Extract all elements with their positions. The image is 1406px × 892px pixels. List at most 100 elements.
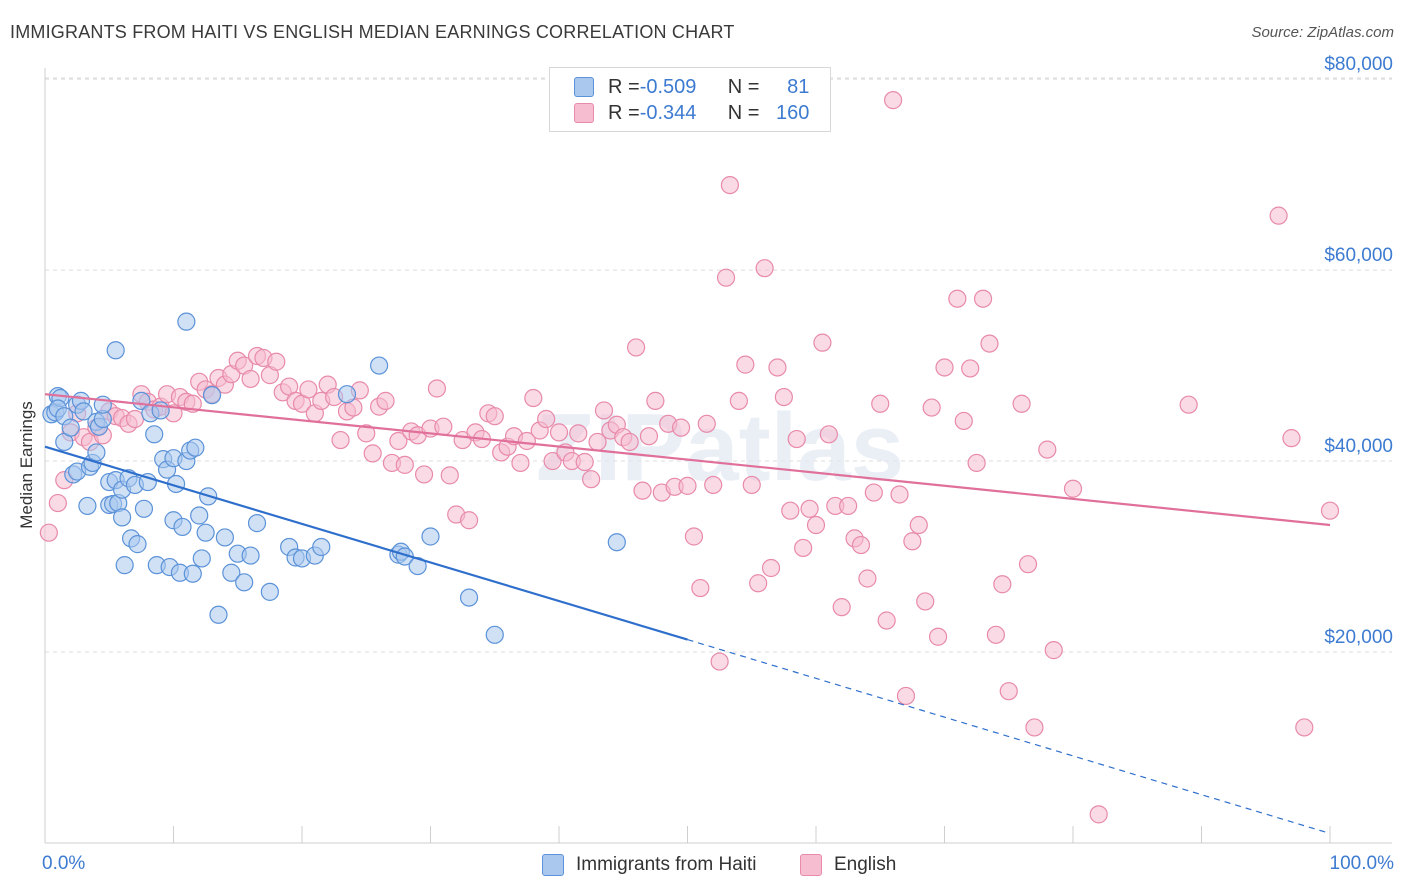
- bottom-legend-haiti: Immigrants from Haiti: [542, 852, 757, 878]
- english-point: [768, 358, 787, 377]
- haiti-point: [183, 564, 202, 583]
- english-point: [626, 338, 646, 357]
- english-point: [922, 398, 941, 417]
- bottom-swatch-english: [800, 854, 822, 876]
- english-point: [935, 358, 954, 377]
- haiti-point: [177, 312, 196, 331]
- correlation-legend: R = -0.509 N = 81 R = -0.344 N = 160: [549, 67, 831, 132]
- english-point: [755, 259, 774, 278]
- haiti-point: [202, 386, 222, 405]
- legend-n-value-haiti: 81: [787, 75, 810, 98]
- english-point: [710, 652, 729, 671]
- english-point: [549, 423, 569, 442]
- haiti-point: [337, 385, 357, 404]
- english-point: [729, 391, 749, 410]
- haiti-point: [312, 537, 331, 557]
- english-point: [376, 391, 395, 410]
- y-tick-label: $20,000: [1324, 627, 1393, 648]
- english-point: [883, 91, 903, 110]
- english-point: [832, 598, 851, 617]
- haiti-point: [186, 438, 205, 457]
- english-point: [871, 394, 890, 413]
- english-point: [813, 333, 832, 352]
- english-point: [1269, 206, 1288, 225]
- english-point: [903, 532, 922, 551]
- english-point: [517, 431, 536, 451]
- english-point: [1012, 394, 1031, 413]
- haiti-point: [235, 573, 254, 592]
- english-point: [299, 380, 318, 399]
- legend-swatch-english: [574, 103, 594, 123]
- y-tick-label: $80,000: [1324, 54, 1393, 75]
- english-point: [819, 425, 838, 444]
- english-point: [1063, 479, 1083, 498]
- english-point: [639, 427, 659, 446]
- english-point: [839, 496, 858, 516]
- legend-n-value-english: 160: [776, 101, 810, 124]
- english-point: [395, 455, 414, 474]
- english-point: [749, 574, 768, 593]
- bottom-swatch-haiti: [542, 854, 564, 876]
- english-point: [363, 444, 382, 463]
- english-point: [678, 476, 697, 495]
- english-point: [511, 453, 530, 473]
- haiti-point: [128, 535, 147, 554]
- bottom-legend-label-haiti: Immigrants from Haiti: [576, 854, 757, 875]
- haiti-point: [485, 625, 504, 644]
- haiti-point: [106, 341, 125, 360]
- english-point: [389, 431, 408, 451]
- english-point: [761, 558, 781, 578]
- english-point: [916, 592, 935, 611]
- english-point: [980, 334, 999, 353]
- english-point: [267, 352, 286, 371]
- haiti-point: [173, 517, 192, 537]
- english-point: [704, 475, 723, 495]
- haiti-point: [260, 582, 279, 601]
- english-point: [954, 411, 973, 431]
- english-point: [48, 493, 67, 513]
- trend-lines: [44, 393, 1331, 835]
- english-point: [241, 369, 260, 389]
- legend-r-label: R =: [608, 75, 640, 98]
- legend-r-value-haiti: -0.509: [639, 75, 697, 98]
- tick-labels: $20,000 $40,000 $60,000 $80,000 0.0% 100.0%: [42, 54, 1394, 874]
- english-point: [569, 424, 588, 443]
- legend-r-value-english: -0.344: [639, 101, 697, 124]
- english-point: [720, 175, 740, 195]
- english-point: [633, 481, 652, 500]
- haiti-point: [222, 563, 241, 582]
- english-point: [357, 424, 376, 443]
- haiti-point: [459, 588, 479, 607]
- english-point: [39, 523, 58, 542]
- english-point: [1044, 641, 1063, 660]
- english-point: [1089, 805, 1108, 824]
- english-point: [877, 611, 896, 630]
- english-point: [742, 475, 761, 495]
- haiti-point: [607, 533, 626, 552]
- english-points: [39, 91, 1340, 824]
- legend-n-label: N =: [727, 101, 760, 124]
- haiti-point: [61, 418, 80, 437]
- english-point: [125, 409, 145, 429]
- legend-row-haiti: R = -0.509 N = 81: [574, 75, 809, 99]
- haiti-point: [87, 443, 106, 462]
- english-point: [414, 465, 434, 484]
- english-point: [1025, 718, 1044, 737]
- haiti-point: [190, 506, 209, 525]
- english-point: [986, 625, 1006, 644]
- haiti-trend-line: [44, 445, 688, 641]
- english-point: [440, 466, 459, 485]
- english-point: [1295, 718, 1314, 737]
- legend-n-label: N =: [727, 75, 760, 98]
- english-trend-line: [44, 393, 1331, 527]
- english-point: [993, 575, 1012, 594]
- haiti-trend-extension: [687, 639, 1331, 835]
- english-point: [543, 451, 562, 471]
- english-point: [485, 407, 504, 426]
- haiti-point: [74, 402, 93, 421]
- english-point: [909, 515, 928, 535]
- english-point: [800, 499, 819, 518]
- haiti-point: [145, 425, 164, 444]
- english-point: [646, 391, 665, 410]
